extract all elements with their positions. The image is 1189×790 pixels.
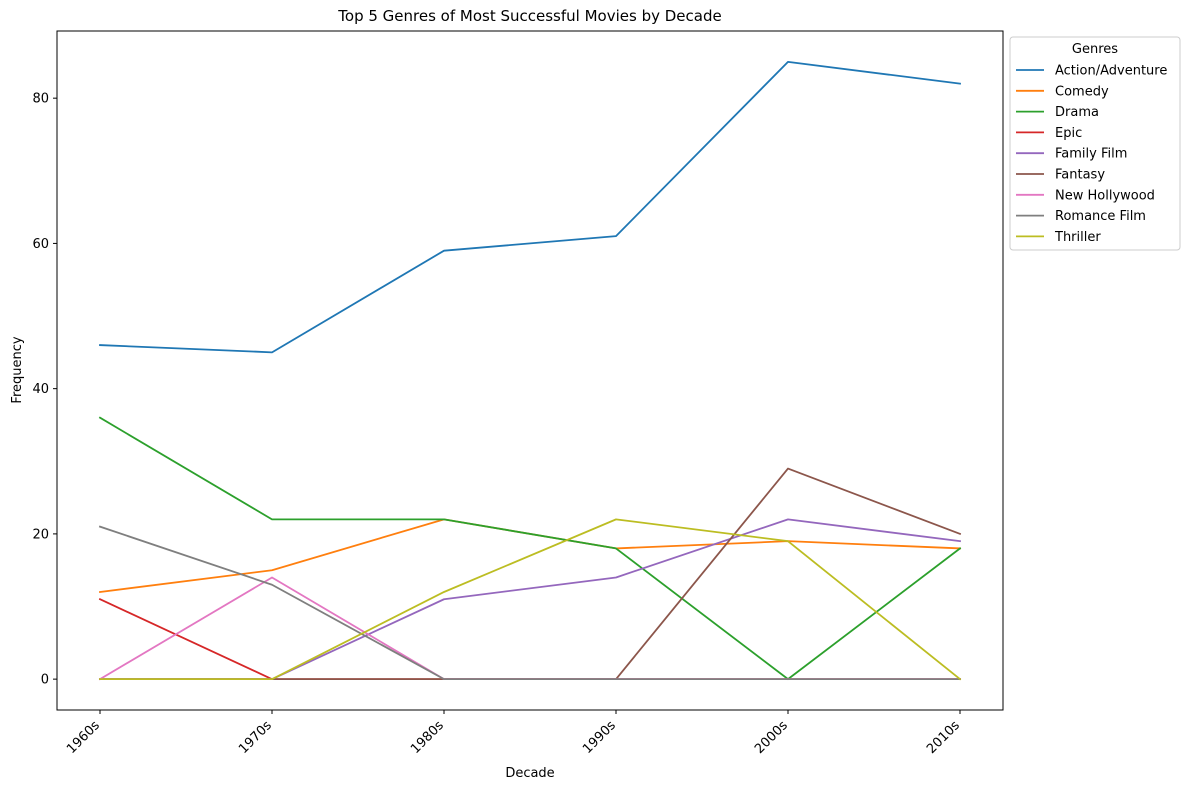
x-axis-label: Decade <box>505 766 554 781</box>
legend-items: Action/Adventure Comedy Drama Epic Family Fi… <box>1016 64 1167 245</box>
series-line-drama <box>98 416 962 681</box>
y-tick-label: 60 <box>32 237 49 252</box>
chart-title: Top 5 Genres of Most Successful Movies b… <box>337 7 721 25</box>
series-layer <box>98 60 962 681</box>
legend-label: New Hollywood <box>1055 188 1155 203</box>
y-tick-label: 20 <box>32 527 49 542</box>
legend-item-romance-film: Romance Film <box>1016 209 1146 224</box>
legend-label: Family Film <box>1055 147 1127 162</box>
y-tick-label: 0 <box>41 673 49 688</box>
plot-frame <box>56 30 1004 711</box>
legend-label: Drama <box>1055 105 1099 120</box>
legend-item-thriller: Thriller <box>1016 230 1101 245</box>
legend-item-drama: Drama <box>1016 105 1099 120</box>
legend-item-new-hollywood: New Hollywood <box>1016 188 1155 203</box>
legend-item-comedy: Comedy <box>1016 84 1109 99</box>
legend-label: Action/Adventure <box>1055 64 1167 79</box>
legend-title: Genres <box>1072 42 1118 57</box>
y-tick-label: 80 <box>32 92 49 107</box>
y-axis-label: Frequency <box>10 336 25 403</box>
legend-label: Romance Film <box>1055 209 1146 224</box>
legend-label: Thriller <box>1054 230 1101 245</box>
y-tick-label: 40 <box>32 382 49 397</box>
series-line-romance-film <box>98 525 961 681</box>
legend-item-fantasy: Fantasy <box>1016 168 1105 183</box>
legend-item-family-film: Family Film <box>1016 147 1127 162</box>
plot-area <box>56 30 1004 711</box>
series-line-action-adventure <box>99 60 962 354</box>
y-axis: 0 20 40 60 80 <box>32 92 57 688</box>
legend: Genres Action/Adventure Comedy Drama Epic Fa… <box>1009 36 1181 251</box>
series-line-thriller <box>99 518 962 681</box>
legend-label: Fantasy <box>1055 168 1105 183</box>
legend-item-action-adventure: Action/Adventure <box>1016 64 1167 79</box>
legend-frame <box>1009 36 1181 251</box>
legend-label: Comedy <box>1055 84 1109 99</box>
legend-item-epic: Epic <box>1016 126 1082 141</box>
legend-label: Epic <box>1055 126 1082 141</box>
